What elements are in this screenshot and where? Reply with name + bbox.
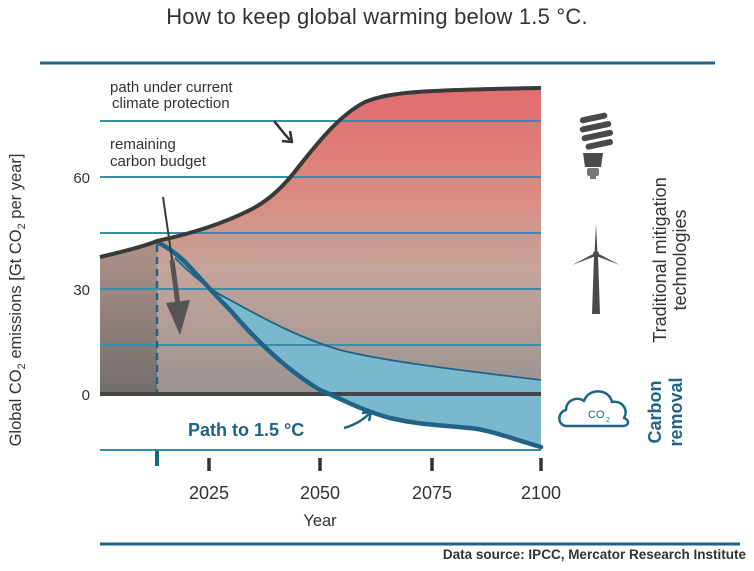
lightbulb-icon — [579, 112, 614, 179]
svg-text:2: 2 — [606, 417, 610, 424]
y-tick-0: 0 — [82, 387, 90, 404]
path-1-5-arrow — [343, 410, 373, 430]
historical-area — [100, 241, 157, 394]
carbon-removal-label-1: Carbon — [645, 381, 665, 444]
x-tick-2050: 2050 — [300, 483, 340, 503]
x-tick-2100: 2100 — [521, 483, 561, 503]
path-1-5-line — [154, 239, 544, 450]
y-axis-label: Global CO2 emissions [Gt CO2 per year] — [7, 154, 28, 447]
budget-arrow — [162, 196, 190, 335]
x-tick-marks — [207, 458, 543, 471]
x-tick-2075: 2075 — [412, 483, 452, 503]
current-path-area — [100, 88, 541, 394]
co2-cloud-icon: CO 2 — [558, 390, 630, 428]
data-source: Data source: IPCC, Mercator Research Ins… — [442, 547, 746, 562]
path-1-5-label: Path to 1.5 °C — [188, 420, 304, 440]
current-path-label-1: path under current — [110, 79, 233, 96]
budget-label-1: remaining — [110, 136, 176, 153]
current-path-arrow — [273, 120, 294, 144]
traditional-mitigation-label-2: technologies — [670, 209, 690, 310]
carbon-removal-label-2: removal — [666, 377, 686, 446]
current-path-label-2: climate protection — [112, 95, 230, 112]
svg-text:CO: CO — [588, 409, 605, 421]
budget-label-2: carbon budget — [110, 153, 207, 170]
x-axis-label: Year — [303, 512, 337, 530]
y-tick-60: 60 — [73, 170, 90, 187]
x-tick-2025: 2025 — [189, 483, 229, 503]
chart-title: How to keep global warming below 1.5 °C. — [166, 4, 588, 29]
current-path-line — [99, 86, 542, 259]
wind-turbine-icon — [572, 224, 620, 314]
traditional-mitigation-label-1: Traditional mitigation — [650, 177, 670, 342]
y-tick-30: 30 — [73, 282, 90, 299]
